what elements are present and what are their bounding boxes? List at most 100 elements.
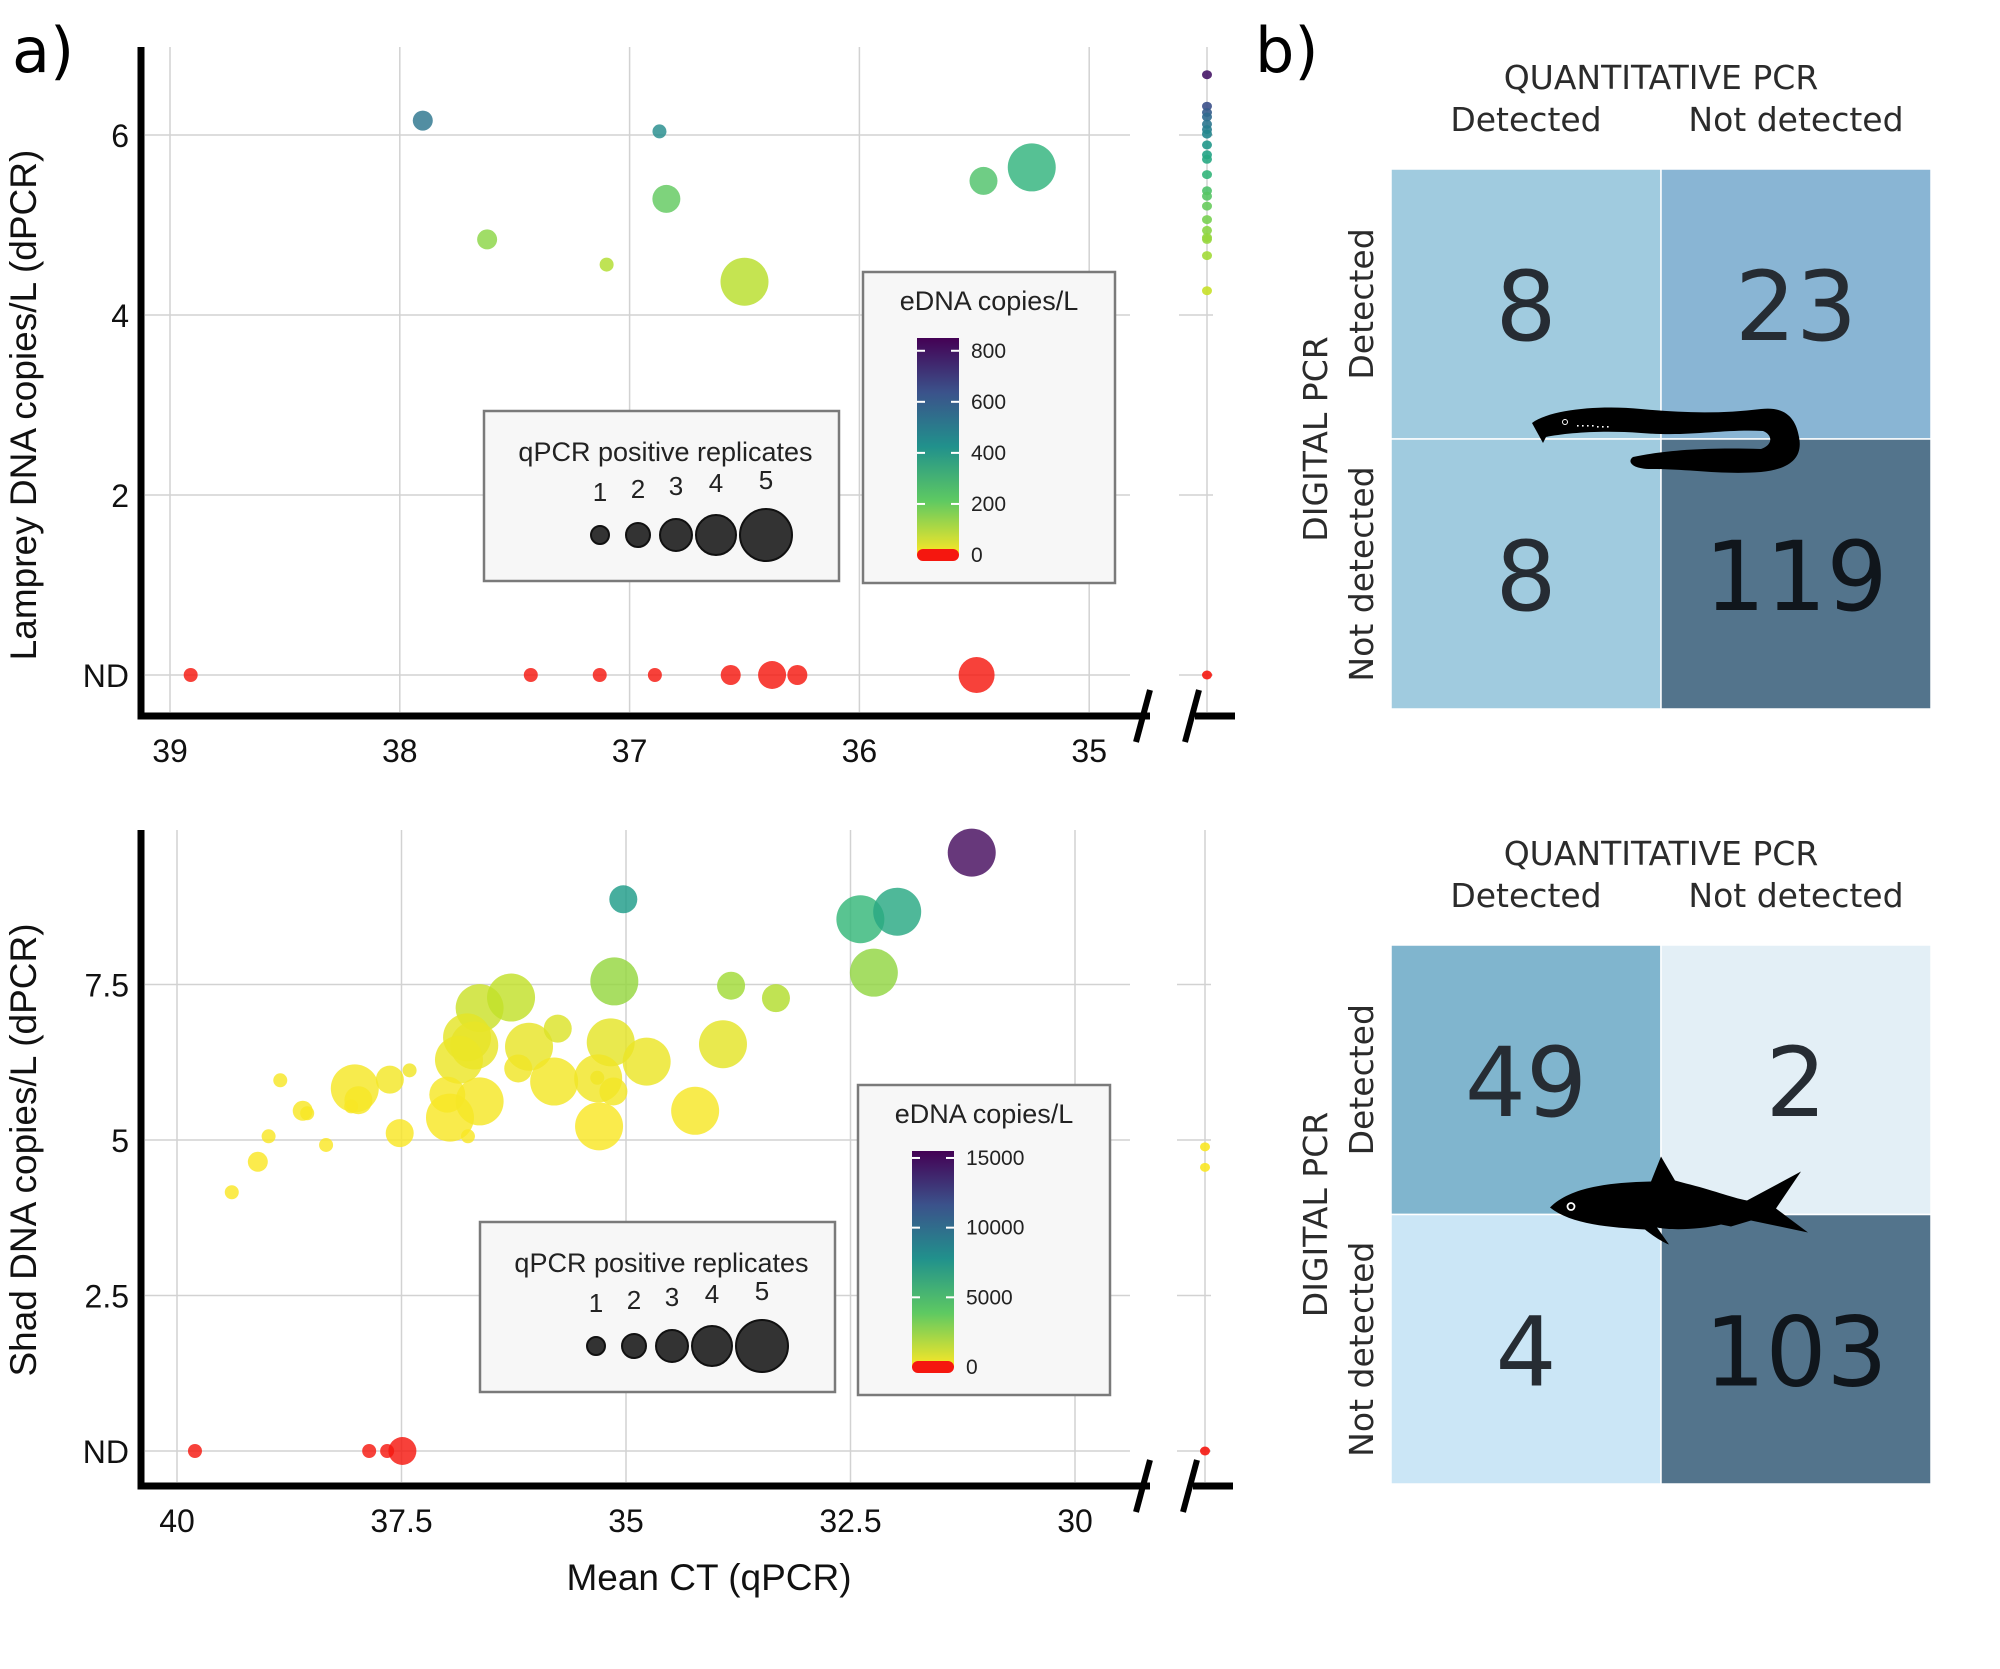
axis-break-mark bbox=[1133, 1459, 1153, 1513]
axis-break-mark bbox=[1133, 689, 1153, 743]
data-point bbox=[375, 1065, 404, 1094]
size-legend-circle bbox=[621, 1333, 647, 1359]
lamprey-icon bbox=[1532, 407, 1800, 473]
y-tick-label: 2.5 bbox=[85, 1279, 129, 1315]
data-point bbox=[592, 668, 607, 682]
colorbar-tick-label: 5000 bbox=[966, 1286, 1013, 1309]
matrix-cell-value: 8 bbox=[1495, 521, 1556, 633]
qpcr-not-detected-point bbox=[1202, 154, 1212, 164]
colorbar-tick-label: 15000 bbox=[966, 1147, 1024, 1170]
data-point bbox=[487, 973, 536, 1022]
matrix-cell-value: 49 bbox=[1465, 1027, 1587, 1139]
data-point bbox=[599, 257, 614, 272]
row-label: Detected bbox=[1342, 228, 1381, 379]
size-legend-circle bbox=[590, 525, 610, 545]
data-point bbox=[836, 895, 885, 944]
data-point bbox=[758, 661, 787, 689]
row-axis-title: DIGITAL PCR bbox=[1296, 1112, 1335, 1317]
axis-line bbox=[137, 47, 1150, 720]
data-point bbox=[183, 668, 198, 682]
color-legend-title: eDNA copies/L bbox=[900, 286, 1079, 316]
size-legend-title: qPCR positive replicates bbox=[518, 437, 812, 467]
x-tick-label: 37.5 bbox=[370, 1503, 432, 1539]
qpcr-not-detected-point bbox=[1202, 112, 1212, 122]
x-tick-label: 35 bbox=[1071, 733, 1107, 769]
matrix-cell-value: 23 bbox=[1735, 251, 1857, 363]
size-legend-circle bbox=[655, 1329, 689, 1363]
qpcr-not-detected-point bbox=[1202, 234, 1212, 244]
x-tick-label: 37 bbox=[612, 733, 648, 769]
data-point bbox=[720, 257, 769, 306]
data-point bbox=[388, 1437, 417, 1465]
colorbar bbox=[912, 1151, 954, 1367]
data-point bbox=[402, 1063, 417, 1078]
data-point bbox=[599, 1077, 628, 1106]
data-point bbox=[969, 166, 998, 195]
data-point bbox=[652, 184, 681, 213]
lamprey-gill-pore bbox=[1602, 426, 1604, 428]
data-point bbox=[362, 1444, 377, 1458]
data-point bbox=[523, 668, 538, 682]
data-point bbox=[187, 1444, 202, 1458]
data-point bbox=[1007, 143, 1056, 192]
lamprey-gill-pore bbox=[1597, 426, 1599, 428]
x-tick-label: 40 bbox=[159, 1503, 195, 1539]
data-point bbox=[622, 1037, 671, 1086]
column-label: Detected bbox=[1450, 100, 1601, 139]
matrix-cell bbox=[1660, 944, 1932, 1216]
matrix-cell-value: 103 bbox=[1704, 1296, 1887, 1408]
colorbar-zero-band bbox=[912, 1361, 954, 1373]
data-point bbox=[477, 229, 498, 250]
data-point bbox=[720, 665, 741, 685]
matrix-cell bbox=[1390, 438, 1662, 710]
lamprey-body bbox=[1532, 407, 1800, 473]
matrix-cell-value: 119 bbox=[1704, 521, 1887, 633]
x-axis-title: Mean CT (qPCR) bbox=[566, 1557, 851, 1598]
colorbar-tick-label: 10000 bbox=[966, 1217, 1024, 1240]
matrix-cell bbox=[1390, 1213, 1662, 1485]
matrix-cell bbox=[1390, 168, 1662, 440]
y-tick-label: 2 bbox=[111, 478, 129, 514]
column-axis-title: QUANTITATIVE PCR bbox=[1504, 58, 1819, 97]
data-point bbox=[647, 668, 662, 682]
matrix-cell bbox=[1660, 1213, 1932, 1485]
lamprey-gill-pore bbox=[1607, 426, 1609, 428]
row-label: Detected bbox=[1342, 1004, 1381, 1155]
y-tick-label: 5 bbox=[111, 1123, 129, 1159]
size-legend-label: 4 bbox=[705, 1279, 719, 1309]
data-point bbox=[652, 124, 667, 139]
colorbar-zero-band bbox=[917, 549, 959, 561]
qpcr-not-detected-point bbox=[1202, 101, 1212, 111]
qpcr-not-detected-point bbox=[1202, 286, 1212, 296]
colorbar-tick-label: 200 bbox=[971, 493, 1006, 516]
y-tick-label: 7.5 bbox=[85, 968, 129, 1004]
color-legend: eDNA copies/L 0 200 400 600 800 bbox=[861, 270, 1117, 585]
qpcr-not-detected-point bbox=[1200, 1142, 1210, 1152]
shad-icon bbox=[1550, 1156, 1808, 1245]
size-legend-title: qPCR positive replicates bbox=[514, 1248, 808, 1278]
size-legend-label: 2 bbox=[631, 474, 645, 504]
color-legend-title: eDNA copies/L bbox=[895, 1099, 1074, 1129]
qpcr-not-detected-point bbox=[1202, 129, 1212, 139]
matrix-cell-value: 8 bbox=[1495, 251, 1556, 363]
size-legend-circle bbox=[659, 518, 693, 552]
data-point bbox=[224, 1185, 239, 1200]
size-legend-label: 1 bbox=[589, 1288, 603, 1318]
data-point bbox=[530, 1057, 579, 1106]
shad-body bbox=[1550, 1156, 1808, 1245]
matrix-cell bbox=[1660, 168, 1932, 440]
size-legend-label: 3 bbox=[665, 1282, 679, 1312]
data-point bbox=[671, 1086, 720, 1135]
size-legend-label: 5 bbox=[755, 1276, 769, 1306]
axis-break-mark bbox=[1182, 689, 1202, 743]
lamprey-gill-pore bbox=[1587, 425, 1589, 427]
data-point bbox=[761, 984, 790, 1013]
matrix-cell bbox=[1660, 438, 1932, 710]
data-point bbox=[434, 1035, 483, 1084]
row-label: Not detected bbox=[1342, 466, 1381, 681]
size-legend-circle bbox=[625, 522, 651, 548]
y-tick-label: 6 bbox=[111, 118, 129, 154]
colorbar-tick-label: 0 bbox=[966, 1356, 978, 1379]
